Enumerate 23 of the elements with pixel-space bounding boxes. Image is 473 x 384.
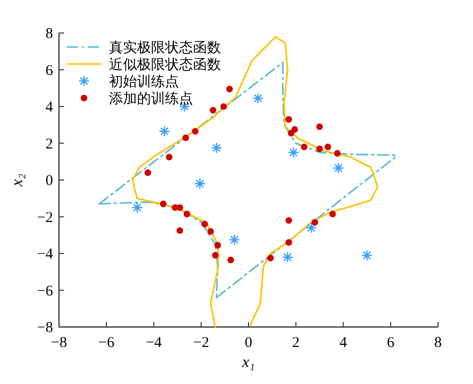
x-tick-label: 6 — [386, 335, 395, 351]
legend-label: 近似极限状态函数 — [109, 57, 221, 73]
y-tick-label: 6 — [46, 62, 54, 79]
y-tick-label: 8 — [46, 26, 53, 42]
x-tick-label: 0 — [244, 335, 252, 351]
legend-label: 真实极限状态函数 — [109, 40, 221, 56]
y-tick-label: −2 — [37, 210, 53, 226]
x-axis-title: x₁ — [241, 354, 255, 371]
y-tick-label: 2 — [46, 136, 53, 152]
x-tick-label: −2 — [193, 335, 210, 351]
y-tick-label: 0 — [46, 173, 53, 189]
y-tick-label: −6 — [37, 283, 54, 300]
x-tick-label: −4 — [146, 335, 162, 351]
y-tick-label: 4 — [46, 100, 54, 116]
y-tick-label: −4 — [37, 246, 54, 262]
x-tick-label: 8 — [434, 335, 442, 351]
y-axis-title: x₂ — [9, 173, 26, 188]
x-tick-label: 2 — [292, 335, 300, 351]
legend-label: 初始训练点 — [109, 74, 179, 90]
y-tick-label: −8 — [37, 320, 53, 336]
x-tick-label: 4 — [340, 335, 348, 351]
x-tick-label: −6 — [98, 335, 115, 351]
legend-label: 添加的训练点 — [109, 91, 193, 107]
